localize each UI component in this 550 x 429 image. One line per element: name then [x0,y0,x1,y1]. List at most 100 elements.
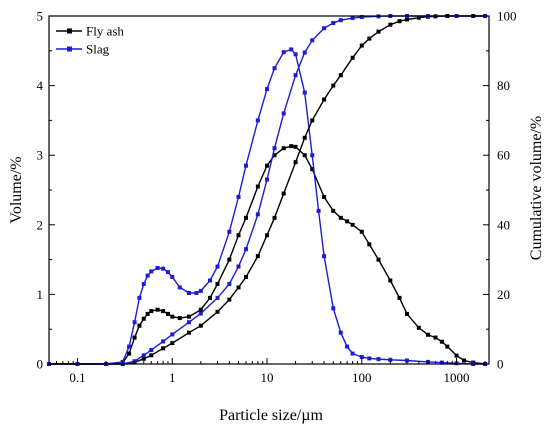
data-point [322,26,327,31]
data-point [149,353,154,358]
data-point [281,146,286,151]
x-tick-label: 0.1 [69,370,85,385]
data-point [405,358,410,363]
data-point [454,353,459,358]
legend-item-slag: Slag [56,42,110,57]
x-axis-title: Particle size/µm [219,407,323,424]
data-point [405,17,410,22]
data-point [293,52,298,57]
legend-swatch-marker [67,46,72,52]
data-point [397,295,402,300]
legend-swatch-marker [67,28,72,34]
data-point [137,323,142,328]
data-point [244,163,249,168]
data-point [331,208,336,213]
data-point [316,208,321,213]
data-point [227,281,232,286]
data-point [367,36,372,41]
data-point [405,311,410,316]
data-point [236,233,241,238]
y-axis-left-title: Volume/% [8,156,25,223]
data-point [170,341,175,346]
legend-label: Fly ash [86,24,124,39]
data-point [141,353,146,358]
data-point [302,50,307,55]
data-point [141,356,146,361]
data-point [272,153,277,158]
data-point [426,332,431,337]
data-point [145,273,150,278]
legend-item-fly-ash: Fly ash [56,24,124,39]
y-right-tick-label: 40 [497,217,510,232]
data-point [376,29,381,34]
y-right-tick-label: 100 [497,9,517,24]
data-point [165,270,170,275]
series-layer [47,14,488,366]
data-point [350,16,355,21]
data-point [322,194,327,199]
data-point [265,87,270,92]
y-left-tick-label: 0 [37,357,44,372]
data-point [165,311,170,316]
data-point [388,22,393,27]
data-point [198,307,203,312]
data-point [338,330,343,335]
series-line-slag-cumulative [49,15,486,365]
data-point [194,291,199,296]
data-point [255,184,260,189]
data-point [236,285,241,290]
data-point [227,297,232,302]
data-point [345,219,350,224]
y-right-tick-label: 0 [497,357,504,372]
data-point [350,222,355,227]
data-point [236,194,241,199]
data-point [310,167,315,172]
data-point [149,269,154,274]
legend: Fly ash Slag [56,24,124,57]
data-point [186,330,191,335]
data-point [227,229,232,234]
data-point [141,316,146,321]
data-point [289,144,294,149]
data-point [227,257,232,262]
data-point [397,19,402,24]
series-line-fly-ash-cumulative [49,15,486,365]
series-slag-volume [47,47,488,366]
data-point [416,15,421,20]
y-left-tick-label: 3 [37,148,44,163]
data-point [338,18,343,23]
data-point [350,351,355,356]
data-point [272,66,277,71]
data-point [215,309,220,314]
data-point [310,118,315,123]
y-left-tick-label: 4 [37,78,44,93]
legend-label: Slag [86,42,110,57]
data-point [207,278,212,283]
data-point [281,111,286,116]
axes-layer: 0.1 1 10 100 1000 0 1 2 3 4 5 0 20 40 60 80 100 [37,9,517,386]
data-point [359,15,364,20]
data-point [359,43,364,48]
data-point [198,311,203,316]
data-point [302,90,307,95]
data-point [322,254,327,259]
data-point [155,265,160,270]
series-line-slag-volume [49,48,486,365]
data-point [186,320,191,325]
data-point [462,358,467,363]
data-point [272,215,277,220]
data-point [155,307,160,312]
data-point [310,38,315,43]
data-point [322,97,327,102]
x-tick-label: 1000 [444,370,470,385]
y-right-tick-label: 20 [497,287,510,302]
data-point [338,215,343,220]
data-point [170,275,175,279]
x-tick-label: 1 [169,370,176,385]
data-point [359,355,364,360]
data-point [149,348,154,353]
data-point [132,320,137,325]
data-point [376,357,381,362]
data-point [255,118,260,123]
